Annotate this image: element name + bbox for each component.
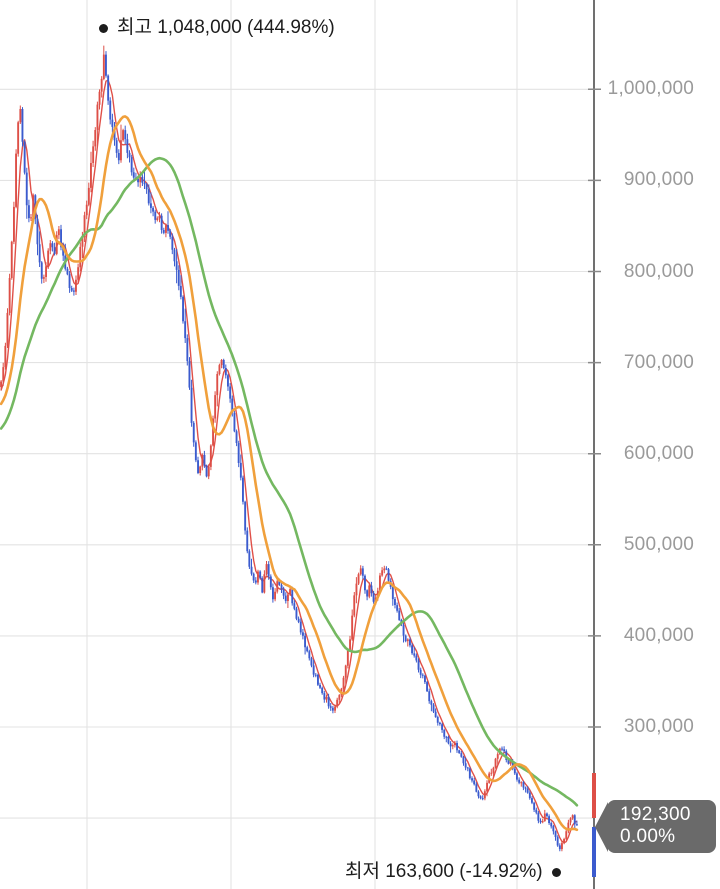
current-price-badge: 192,300 0.00% <box>607 800 716 853</box>
high-point-dot <box>99 23 108 33</box>
y-axis-label: 800,000 <box>623 260 694 282</box>
y-axis-ticks <box>588 88 601 728</box>
ma-short-line <box>0 115 579 832</box>
axis-range-bar-down <box>592 827 596 877</box>
low-annotation: 최저 163,600 (-14.92%) <box>345 861 561 883</box>
y-axis-label: 300,000 <box>623 716 694 737</box>
current-change-percent: 0.00% <box>620 826 676 847</box>
ma-fast-line <box>0 79 578 844</box>
y-axis-label: 900,000 <box>623 169 694 191</box>
axis-range-bar-up <box>592 773 596 818</box>
high-annotation-text: 최고 1,048,000 (444.98%) <box>117 17 335 38</box>
y-axis-label: 600,000 <box>623 442 694 464</box>
y-axis-label: 400,000 <box>623 624 694 646</box>
high-annotation: 최고 1,048,000 (444.98%) <box>99 17 335 39</box>
low-point-dot <box>551 867 561 877</box>
current-price: 192,300 <box>620 804 691 825</box>
gridlines <box>0 0 594 889</box>
low-annotation-text: 최저 163,600 (-14.92%) <box>345 861 543 882</box>
y-axis-label: 500,000 <box>623 533 694 555</box>
y-axis-label: 700,000 <box>623 351 694 373</box>
y-axis-label: 1,000,000 <box>607 78 694 100</box>
